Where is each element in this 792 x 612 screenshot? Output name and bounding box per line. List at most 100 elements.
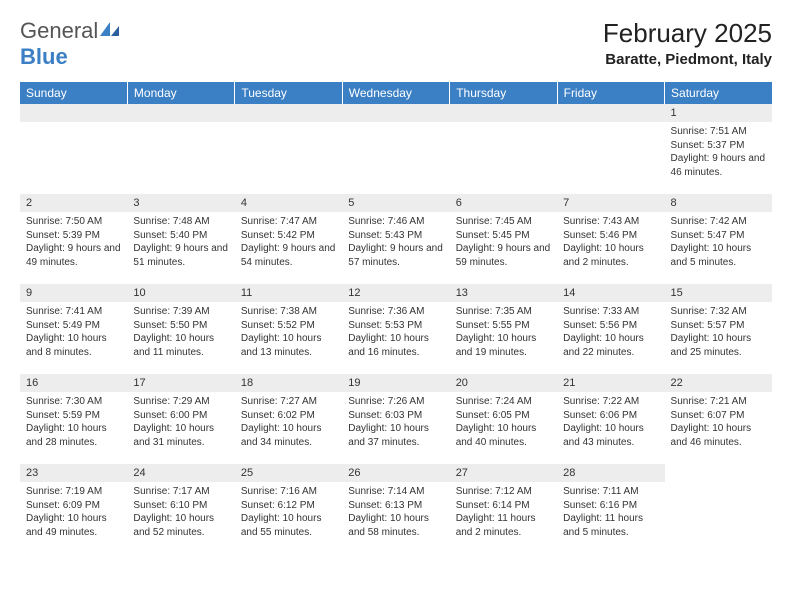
day-info: Sunrise: 7:50 AMSunset: 5:39 PMDaylight:…	[20, 213, 127, 273]
calendar-cell: 1Sunrise: 7:51 AMSunset: 5:37 PMDaylight…	[665, 104, 772, 194]
day-number: 25	[235, 464, 342, 483]
day-number: 11	[235, 284, 342, 303]
title-block: February 2025 Baratte, Piedmont, Italy	[603, 18, 772, 68]
calendar-cell: 9Sunrise: 7:41 AMSunset: 5:49 PMDaylight…	[20, 284, 127, 374]
day-info: Sunrise: 7:46 AMSunset: 5:43 PMDaylight:…	[342, 213, 449, 273]
empty-daynum	[20, 104, 127, 123]
empty-daynum	[557, 104, 664, 123]
calendar-row: 23Sunrise: 7:19 AMSunset: 6:09 PMDayligh…	[20, 464, 772, 554]
day-wrap: 24Sunrise: 7:17 AMSunset: 6:10 PMDayligh…	[127, 464, 234, 543]
day-wrap: 27Sunrise: 7:12 AMSunset: 6:14 PMDayligh…	[450, 464, 557, 543]
day-number: 9	[20, 284, 127, 303]
calendar-cell: 11Sunrise: 7:38 AMSunset: 5:52 PMDayligh…	[235, 284, 342, 374]
logo: GeneralBlue	[20, 18, 120, 70]
day-wrap: 3Sunrise: 7:48 AMSunset: 5:40 PMDaylight…	[127, 194, 234, 273]
day-info: Sunrise: 7:27 AMSunset: 6:02 PMDaylight:…	[235, 393, 342, 453]
day-info: Sunrise: 7:45 AMSunset: 5:45 PMDaylight:…	[450, 213, 557, 273]
weekday-header: Saturday	[665, 82, 772, 104]
calendar-header: SundayMondayTuesdayWednesdayThursdayFrid…	[20, 82, 772, 104]
day-wrap: 28Sunrise: 7:11 AMSunset: 6:16 PMDayligh…	[557, 464, 664, 543]
calendar-cell: 24Sunrise: 7:17 AMSunset: 6:10 PMDayligh…	[127, 464, 234, 554]
day-number: 26	[342, 464, 449, 483]
day-info: Sunrise: 7:33 AMSunset: 5:56 PMDaylight:…	[557, 303, 664, 363]
day-info: Sunrise: 7:24 AMSunset: 6:05 PMDaylight:…	[450, 393, 557, 453]
day-info: Sunrise: 7:41 AMSunset: 5:49 PMDaylight:…	[20, 303, 127, 363]
day-number: 4	[235, 194, 342, 213]
weekday-header: Monday	[127, 82, 234, 104]
calendar-cell: 15Sunrise: 7:32 AMSunset: 5:57 PMDayligh…	[665, 284, 772, 374]
location: Baratte, Piedmont, Italy	[603, 51, 772, 68]
day-wrap: 25Sunrise: 7:16 AMSunset: 6:12 PMDayligh…	[235, 464, 342, 543]
day-number: 6	[450, 194, 557, 213]
day-wrap: 12Sunrise: 7:36 AMSunset: 5:53 PMDayligh…	[342, 284, 449, 363]
day-wrap: 23Sunrise: 7:19 AMSunset: 6:09 PMDayligh…	[20, 464, 127, 543]
logo-text-blue: Blue	[20, 44, 68, 69]
day-number: 8	[665, 194, 772, 213]
day-info: Sunrise: 7:36 AMSunset: 5:53 PMDaylight:…	[342, 303, 449, 363]
day-wrap: 17Sunrise: 7:29 AMSunset: 6:00 PMDayligh…	[127, 374, 234, 453]
day-number: 27	[450, 464, 557, 483]
day-number: 5	[342, 194, 449, 213]
day-number: 23	[20, 464, 127, 483]
day-wrap: 7Sunrise: 7:43 AMSunset: 5:46 PMDaylight…	[557, 194, 664, 273]
day-info: Sunrise: 7:12 AMSunset: 6:14 PMDaylight:…	[450, 483, 557, 543]
calendar-cell	[450, 104, 557, 194]
day-number: 1	[665, 104, 772, 123]
day-info: Sunrise: 7:17 AMSunset: 6:10 PMDaylight:…	[127, 483, 234, 543]
day-info: Sunrise: 7:19 AMSunset: 6:09 PMDaylight:…	[20, 483, 127, 543]
day-info: Sunrise: 7:14 AMSunset: 6:13 PMDaylight:…	[342, 483, 449, 543]
day-wrap: 10Sunrise: 7:39 AMSunset: 5:50 PMDayligh…	[127, 284, 234, 363]
day-number: 16	[20, 374, 127, 393]
day-info: Sunrise: 7:38 AMSunset: 5:52 PMDaylight:…	[235, 303, 342, 363]
calendar-cell: 14Sunrise: 7:33 AMSunset: 5:56 PMDayligh…	[557, 284, 664, 374]
day-wrap: 11Sunrise: 7:38 AMSunset: 5:52 PMDayligh…	[235, 284, 342, 363]
calendar-cell: 3Sunrise: 7:48 AMSunset: 5:40 PMDaylight…	[127, 194, 234, 284]
day-info: Sunrise: 7:43 AMSunset: 5:46 PMDaylight:…	[557, 213, 664, 273]
calendar-cell: 6Sunrise: 7:45 AMSunset: 5:45 PMDaylight…	[450, 194, 557, 284]
day-info: Sunrise: 7:26 AMSunset: 6:03 PMDaylight:…	[342, 393, 449, 453]
calendar-cell	[127, 104, 234, 194]
calendar-row: 9Sunrise: 7:41 AMSunset: 5:49 PMDaylight…	[20, 284, 772, 374]
day-number: 3	[127, 194, 234, 213]
day-wrap: 26Sunrise: 7:14 AMSunset: 6:13 PMDayligh…	[342, 464, 449, 543]
day-wrap: 18Sunrise: 7:27 AMSunset: 6:02 PMDayligh…	[235, 374, 342, 453]
day-wrap: 4Sunrise: 7:47 AMSunset: 5:42 PMDaylight…	[235, 194, 342, 273]
calendar-cell: 23Sunrise: 7:19 AMSunset: 6:09 PMDayligh…	[20, 464, 127, 554]
calendar-cell	[557, 104, 664, 194]
day-wrap: 22Sunrise: 7:21 AMSunset: 6:07 PMDayligh…	[665, 374, 772, 453]
day-wrap: 8Sunrise: 7:42 AMSunset: 5:47 PMDaylight…	[665, 194, 772, 273]
weekday-header: Thursday	[450, 82, 557, 104]
calendar-cell: 27Sunrise: 7:12 AMSunset: 6:14 PMDayligh…	[450, 464, 557, 554]
day-wrap: 1Sunrise: 7:51 AMSunset: 5:37 PMDaylight…	[665, 104, 772, 183]
calendar-cell: 17Sunrise: 7:29 AMSunset: 6:00 PMDayligh…	[127, 374, 234, 464]
calendar-cell: 12Sunrise: 7:36 AMSunset: 5:53 PMDayligh…	[342, 284, 449, 374]
day-number: 14	[557, 284, 664, 303]
day-wrap: 14Sunrise: 7:33 AMSunset: 5:56 PMDayligh…	[557, 284, 664, 363]
calendar-cell: 20Sunrise: 7:24 AMSunset: 6:05 PMDayligh…	[450, 374, 557, 464]
logo-sail-icon	[100, 18, 120, 44]
logo-text: GeneralBlue	[20, 18, 120, 70]
calendar-table: SundayMondayTuesdayWednesdayThursdayFrid…	[20, 82, 772, 554]
day-number: 10	[127, 284, 234, 303]
day-wrap: 13Sunrise: 7:35 AMSunset: 5:55 PMDayligh…	[450, 284, 557, 363]
empty-daynum	[450, 104, 557, 123]
day-info: Sunrise: 7:16 AMSunset: 6:12 PMDaylight:…	[235, 483, 342, 543]
calendar-cell: 25Sunrise: 7:16 AMSunset: 6:12 PMDayligh…	[235, 464, 342, 554]
calendar-cell: 26Sunrise: 7:14 AMSunset: 6:13 PMDayligh…	[342, 464, 449, 554]
day-wrap: 20Sunrise: 7:24 AMSunset: 6:05 PMDayligh…	[450, 374, 557, 453]
day-info: Sunrise: 7:39 AMSunset: 5:50 PMDaylight:…	[127, 303, 234, 363]
calendar-cell: 22Sunrise: 7:21 AMSunset: 6:07 PMDayligh…	[665, 374, 772, 464]
day-info: Sunrise: 7:29 AMSunset: 6:00 PMDaylight:…	[127, 393, 234, 453]
weekday-header: Friday	[557, 82, 664, 104]
day-number: 7	[557, 194, 664, 213]
day-info: Sunrise: 7:11 AMSunset: 6:16 PMDaylight:…	[557, 483, 664, 543]
day-wrap: 19Sunrise: 7:26 AMSunset: 6:03 PMDayligh…	[342, 374, 449, 453]
calendar-row: 16Sunrise: 7:30 AMSunset: 5:59 PMDayligh…	[20, 374, 772, 464]
day-info: Sunrise: 7:47 AMSunset: 5:42 PMDaylight:…	[235, 213, 342, 273]
calendar-cell: 7Sunrise: 7:43 AMSunset: 5:46 PMDaylight…	[557, 194, 664, 284]
calendar-cell: 19Sunrise: 7:26 AMSunset: 6:03 PMDayligh…	[342, 374, 449, 464]
day-wrap: 15Sunrise: 7:32 AMSunset: 5:57 PMDayligh…	[665, 284, 772, 363]
day-info: Sunrise: 7:42 AMSunset: 5:47 PMDaylight:…	[665, 213, 772, 273]
calendar-cell	[20, 104, 127, 194]
day-info: Sunrise: 7:35 AMSunset: 5:55 PMDaylight:…	[450, 303, 557, 363]
